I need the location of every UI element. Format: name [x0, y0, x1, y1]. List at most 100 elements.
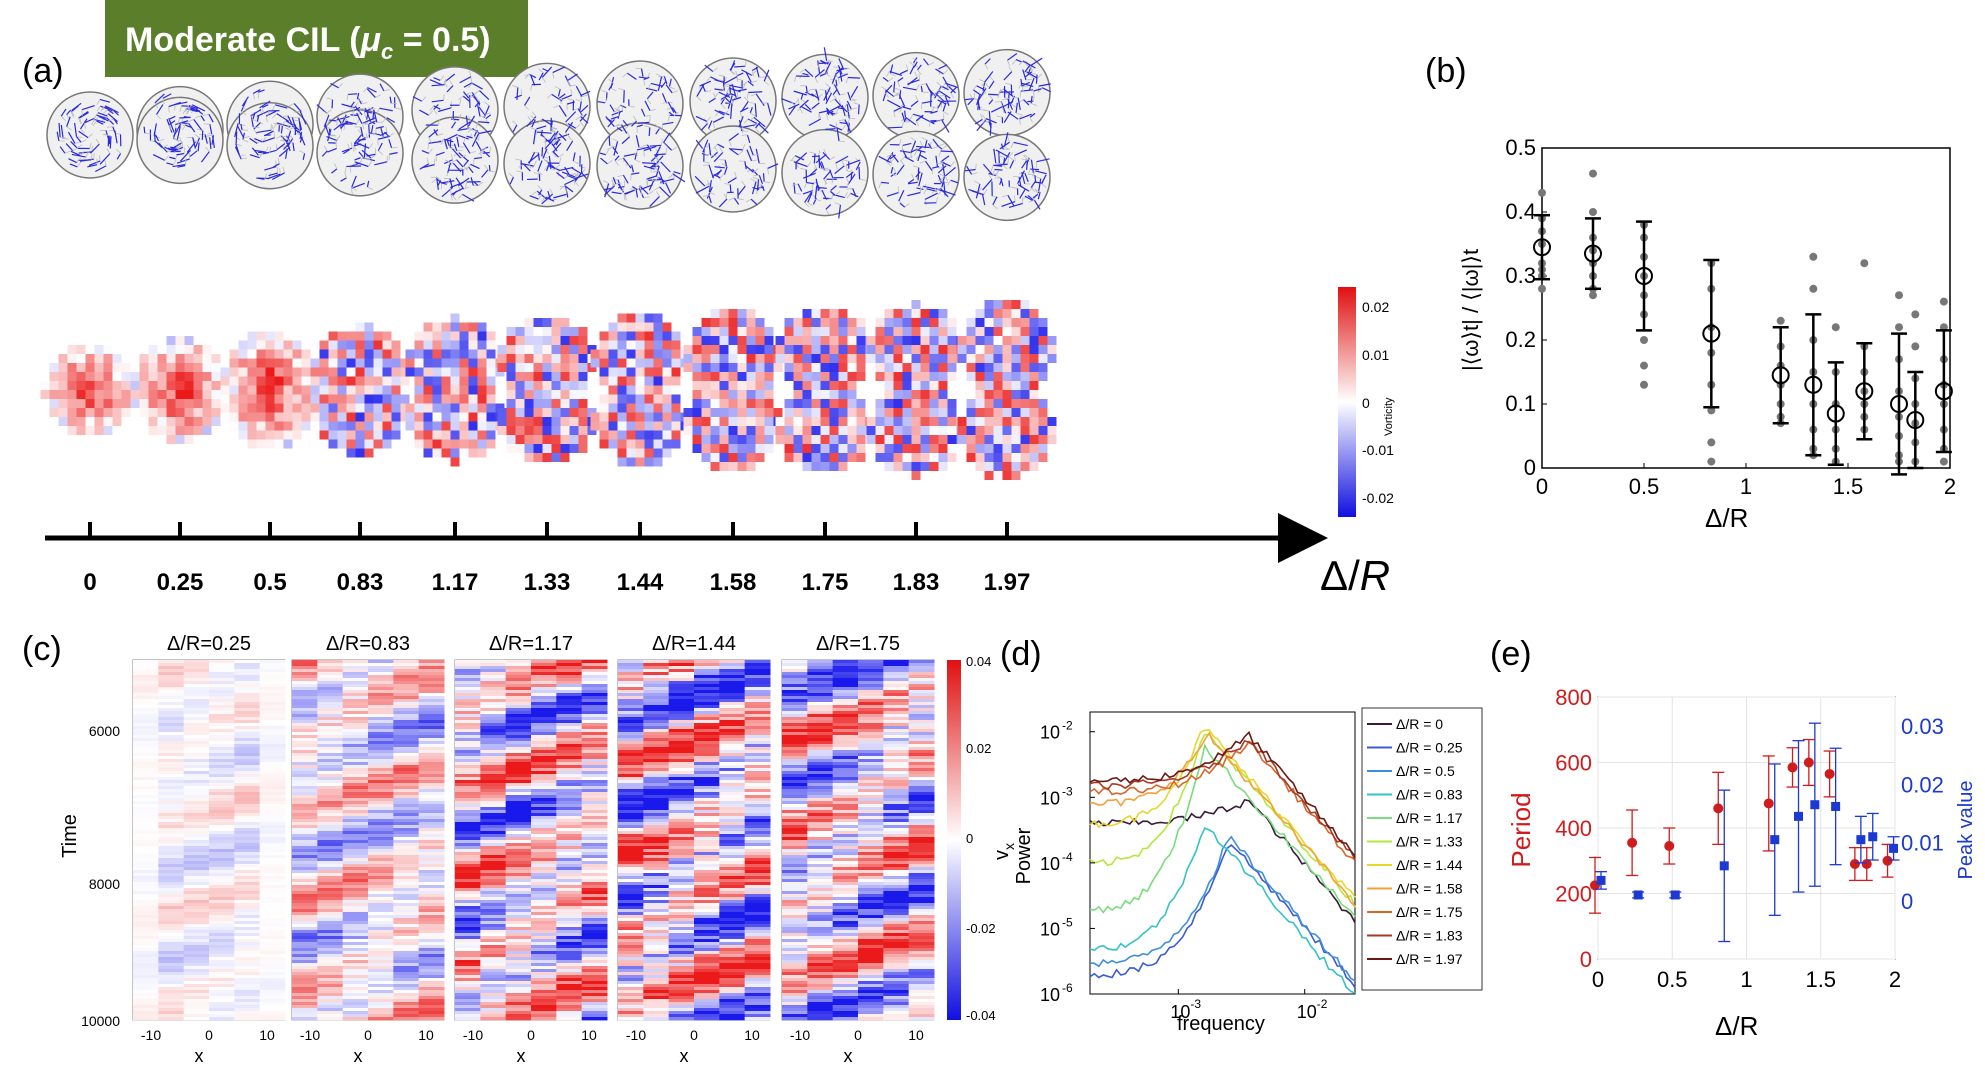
vorticity-cell [211, 363, 221, 372]
vorticity-cell [459, 421, 469, 431]
vorticity-cell [626, 421, 636, 431]
vorticity-cell [710, 408, 720, 417]
vorticity-cell [1020, 354, 1030, 363]
heatmap-strip [393, 855, 420, 859]
velocity-arrow [475, 141, 482, 150]
heatmap-strip [133, 714, 159, 718]
vorticity-cell [414, 376, 424, 386]
heatmap-strip [209, 951, 235, 955]
heatmap-strip [133, 783, 159, 787]
heatmap-strip [209, 978, 235, 982]
vorticity-cell [85, 363, 95, 372]
heatmap-strip [317, 681, 344, 685]
heatmap-strip [234, 729, 261, 733]
heatmap-strip [234, 693, 261, 697]
cell-edge [738, 198, 745, 201]
vorticity-cell [533, 318, 543, 327]
vorticity-cell [775, 435, 785, 444]
heatmap-strip [418, 840, 445, 844]
cell-edge [325, 125, 332, 130]
sample-point [1589, 208, 1597, 216]
vorticity-cell [811, 399, 821, 408]
heatmap-strip [133, 939, 159, 943]
heatmap-strip [317, 831, 344, 835]
cell-edge [385, 126, 388, 133]
vorticity-cell [737, 309, 747, 318]
vorticity-cell [599, 403, 609, 413]
heatmap-strip [317, 885, 344, 889]
heatmap-strip [234, 822, 261, 826]
vorticity-cell [355, 385, 365, 395]
vorticity-cell [902, 309, 912, 318]
vorticity-cell [400, 394, 410, 404]
heatmap-strip [133, 927, 159, 931]
vorticity-cell [920, 381, 930, 390]
velocity-arrow [98, 115, 109, 122]
vorticity-cell [920, 363, 930, 372]
y-tick-label: 0.2 [1505, 327, 1536, 352]
cell-edge [551, 127, 556, 133]
cell-edge [614, 123, 620, 127]
heatmap-strip [368, 864, 394, 868]
heatmap-strip [234, 732, 261, 736]
cell-edge [554, 135, 559, 141]
vorticity-cell [103, 372, 113, 381]
velocity-arrow [558, 133, 567, 141]
heatmap-strip [158, 708, 185, 712]
vorticity-cell [441, 331, 451, 341]
heatmap-strip [393, 900, 420, 904]
velocity-arrow [200, 151, 210, 163]
heatmap-strip [368, 693, 394, 697]
vorticity-cell [746, 318, 756, 327]
vorticity-cell [506, 345, 516, 354]
vorticity-cell [710, 462, 720, 471]
heatmap-strip [133, 804, 159, 808]
heatmap-strip [393, 882, 420, 886]
vorticity-cell [432, 439, 442, 449]
vorticity-cell [441, 412, 451, 422]
velocity-arrow [713, 173, 721, 179]
heatmap-strip [209, 774, 235, 778]
heatmap-strip [209, 741, 235, 745]
heatmap-strip [234, 672, 261, 676]
cell-edge [293, 119, 300, 122]
velocity-arrow [330, 82, 339, 89]
vorticity-cell [820, 363, 830, 372]
vorticity-cell [784, 363, 794, 372]
heatmap-strip [393, 753, 420, 757]
heatmap-strip [368, 720, 394, 724]
vorticity-cell [746, 444, 756, 453]
vorticity-cell [560, 354, 570, 363]
vorticity-cell [229, 349, 239, 359]
heatmap-strip [183, 798, 210, 802]
vorticity-cell [692, 345, 702, 354]
cell-edge [995, 162, 1002, 165]
heatmap-strip [393, 669, 420, 673]
vorticity-cell [802, 399, 812, 408]
cell-edge [178, 144, 182, 151]
velocity-arrow [253, 121, 262, 130]
vorticity-cell [911, 372, 921, 381]
heatmap-strip [133, 756, 159, 760]
velocity-arrow [363, 143, 367, 158]
heatmap-strip [342, 687, 369, 691]
vorticity-cell [755, 327, 765, 336]
velocity-arrow [635, 135, 640, 148]
vorticity-cell [256, 412, 266, 422]
vorticity-cell [220, 385, 230, 395]
vorticity-cell [468, 403, 478, 413]
vorticity-cell [193, 399, 203, 408]
vorticity-cell [662, 430, 672, 440]
vorticity-cell [542, 336, 552, 345]
heatmap-strip [183, 984, 210, 988]
vorticity-cell [578, 327, 588, 336]
cell-edge [367, 186, 374, 190]
velocity-arrow [235, 143, 241, 156]
heatmap-strip [368, 891, 394, 895]
heatmap-strip [158, 927, 185, 931]
vorticity-cell [875, 453, 885, 462]
panel-b-samples [1538, 169, 1948, 466]
vorticity-cell [515, 327, 525, 336]
velocity-arrow [463, 91, 470, 99]
velocity-arrow [60, 108, 67, 117]
